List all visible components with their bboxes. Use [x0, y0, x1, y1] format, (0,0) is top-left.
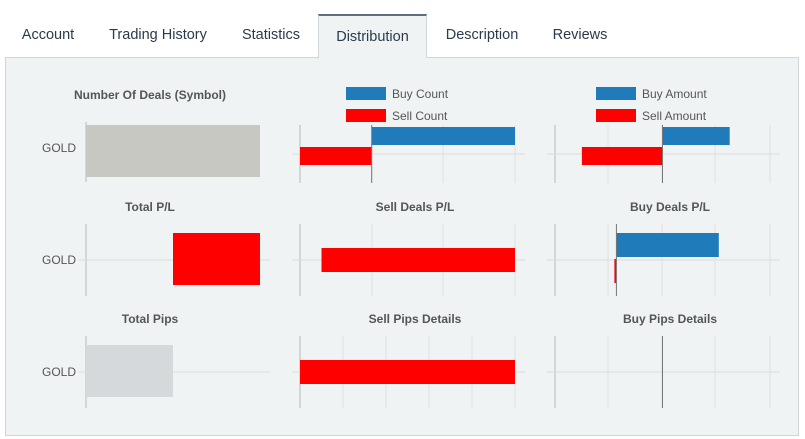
bar: [86, 125, 260, 177]
sell-pips-details-chart: Sell Pips Details: [290, 309, 540, 419]
legend-label: Sell Count: [392, 109, 448, 123]
buy-pips-details-chart: Buy Pips Details: [545, 309, 795, 419]
legend-swatch: [596, 109, 636, 122]
legend-label: Buy Count: [392, 87, 449, 101]
chart-title: Total P/L: [125, 200, 175, 214]
chart-title: Total Pips: [121, 312, 179, 326]
tab-account[interactable]: Account: [21, 27, 75, 43]
tab-trading-history[interactable]: Trading History: [109, 27, 207, 43]
number-of-deals-chart: Number Of Deals (Symbol) GOLD: [25, 85, 275, 195]
buy-sell-count-chart: Buy Count Sell Count: [290, 85, 540, 195]
total-pips-chart: Total Pips GOLD: [25, 309, 275, 419]
tab-bar: Account Trading History Statistics Distr…: [0, 14, 805, 58]
chart-title: Number Of Deals (Symbol): [73, 88, 227, 102]
y-tick-label: GOLD: [42, 365, 77, 379]
buy-deals-pl-chart: Buy Deals P/L: [545, 197, 795, 307]
bar: [662, 127, 730, 145]
bar: [86, 345, 173, 397]
bar: [173, 233, 260, 285]
bar: [581, 147, 663, 165]
chart-title: Buy Deals P/L: [629, 200, 711, 214]
chart-title: Buy Pips Details: [622, 312, 718, 326]
total-pl-chart: Total P/L GOLD: [25, 197, 275, 307]
tab-statistics[interactable]: Statistics: [241, 27, 300, 43]
bar: [300, 360, 515, 384]
bar: [616, 233, 719, 257]
legend-swatch: [346, 87, 386, 100]
bar: [321, 248, 515, 272]
y-tick-label: GOLD: [42, 141, 77, 155]
sell-deals-pl-chart: Sell Deals P/L: [290, 197, 540, 307]
bar: [614, 259, 617, 283]
bar: [300, 147, 372, 165]
tab-reviews[interactable]: Reviews: [552, 27, 608, 43]
y-tick-label: GOLD: [42, 253, 77, 267]
chart-title: Sell Pips Details: [368, 312, 462, 326]
chart-title: Sell Deals P/L: [375, 200, 455, 214]
tab-description[interactable]: Description: [445, 27, 519, 43]
bar: [371, 127, 515, 145]
tab-distribution[interactable]: Distribution: [318, 14, 427, 58]
legend-swatch: [596, 87, 636, 100]
legend-label: Buy Amount: [642, 87, 707, 101]
legend-swatch: [346, 109, 386, 122]
buy-sell-amount-chart: Buy Amount Sell Amount: [545, 85, 795, 195]
legend-label: Sell Amount: [642, 109, 707, 123]
